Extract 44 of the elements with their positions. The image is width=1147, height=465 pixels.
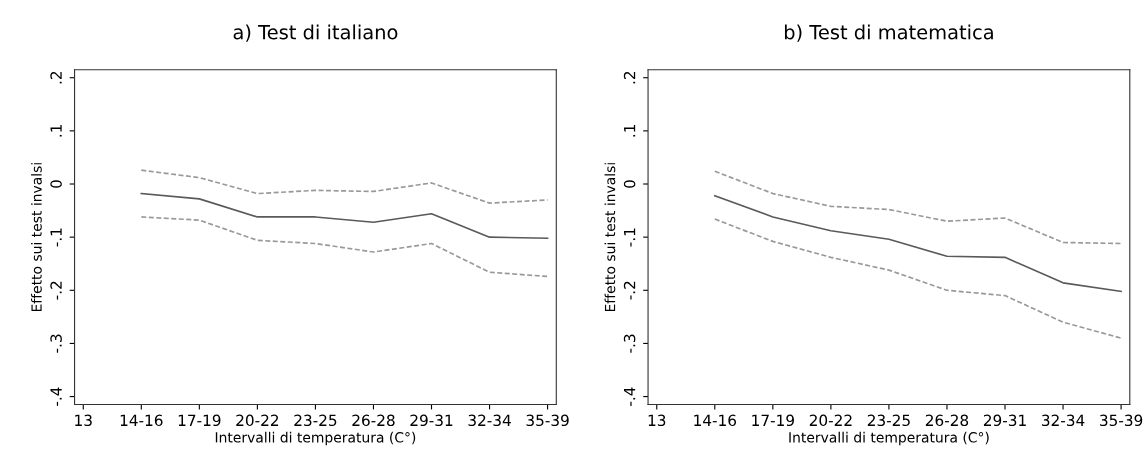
y-tick-label: .1 bbox=[624, 124, 636, 137]
x-tick-label: 17-19 bbox=[752, 414, 794, 427]
y-tick-label: -.2 bbox=[623, 281, 636, 300]
chart-title: a) Test di italiano bbox=[233, 24, 398, 42]
y-tick-label: -.1 bbox=[624, 228, 636, 247]
x-tick-label: 32-34 bbox=[468, 414, 511, 427]
x-tick-label: 26-28 bbox=[925, 414, 969, 427]
y-tick-label: 0 bbox=[50, 180, 62, 188]
y-tick-label: .2 bbox=[50, 71, 62, 84]
y-tick-label: .1 bbox=[50, 124, 62, 137]
x-tick-label: 13 bbox=[75, 414, 92, 427]
x-tick-label: 35-39 bbox=[1100, 414, 1143, 427]
x-tick-label: 17-19 bbox=[178, 414, 221, 427]
y-tick-label: .2 bbox=[623, 71, 636, 84]
x-tick-label: 29-31 bbox=[983, 414, 1026, 427]
x-tick-label: 14-16 bbox=[694, 414, 737, 427]
x-tick-label: 23-25 bbox=[294, 414, 337, 427]
y-tick-label: -.1 bbox=[50, 228, 62, 247]
y-tick-label: -.3 bbox=[50, 334, 62, 353]
line-series bbox=[713, 170, 1122, 245]
x-tick-label: 20-22 bbox=[236, 414, 279, 427]
line-series bbox=[713, 194, 1122, 293]
line-series bbox=[713, 218, 1122, 339]
chart-title: b) Test di matematica bbox=[784, 24, 993, 42]
x-tick-label: 20-22 bbox=[809, 414, 852, 427]
x-tick-label: 13 bbox=[648, 414, 666, 427]
x-axis-title: Intervalli di temperatura (C°) bbox=[215, 431, 416, 446]
line-series bbox=[140, 216, 549, 278]
y-axis-title: Effetto sui test invalsi bbox=[604, 163, 616, 312]
x-tick-label: 29-31 bbox=[410, 414, 453, 427]
y-axis-title: Effetto sui test invalsi bbox=[31, 163, 42, 312]
x-tick-label: 32-34 bbox=[1042, 414, 1085, 427]
line-series bbox=[140, 192, 549, 240]
x-tick-label: 35-39 bbox=[526, 414, 569, 427]
y-tick-label: -.2 bbox=[50, 281, 62, 300]
x-axis-title: Intervalli di temperatura (C°) bbox=[789, 431, 989, 446]
y-tick-label: -.4 bbox=[50, 387, 62, 406]
y-tick-label: -.3 bbox=[623, 334, 636, 353]
x-tick-label: 26-28 bbox=[352, 414, 395, 427]
x-tick-label: 23-25 bbox=[867, 414, 910, 427]
x-tick-label: 14-16 bbox=[120, 414, 163, 427]
y-tick-label: -.4 bbox=[624, 387, 636, 406]
y-tick-label: 0 bbox=[623, 180, 636, 188]
line-series bbox=[140, 169, 549, 204]
